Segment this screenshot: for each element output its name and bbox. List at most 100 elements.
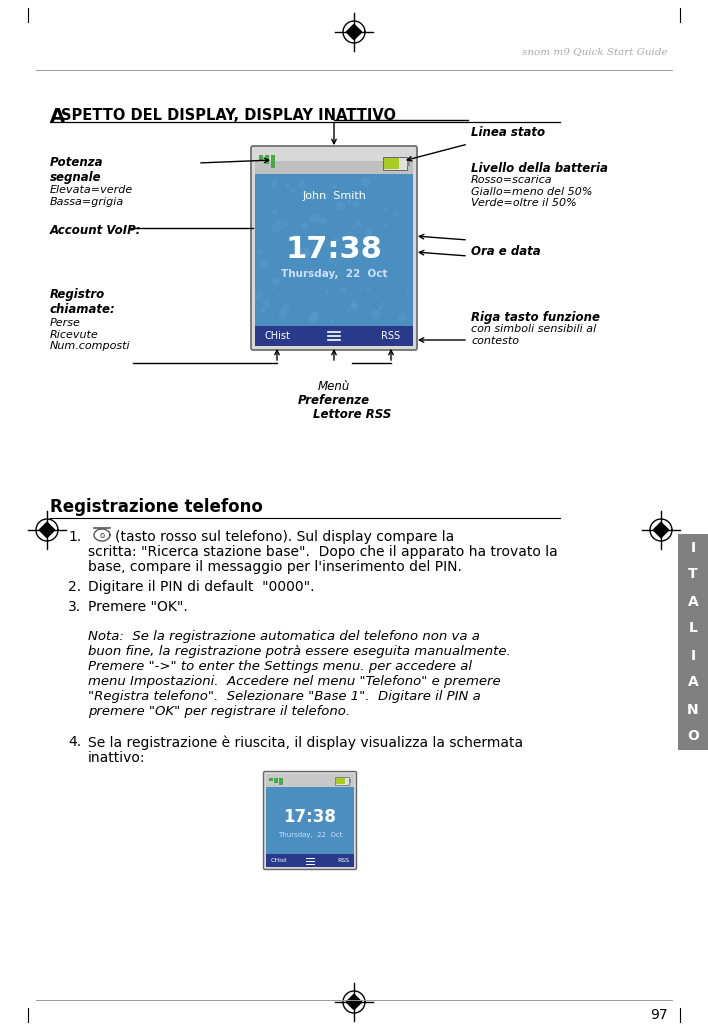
Circle shape — [334, 263, 338, 266]
Text: (tasto rosso sul telefono). Sul display compare la: (tasto rosso sul telefono). Sul display … — [115, 530, 455, 544]
Text: N: N — [687, 703, 699, 716]
Bar — [678, 561, 708, 588]
FancyBboxPatch shape — [263, 772, 357, 870]
Text: Registro
chiamate:: Registro chiamate: — [50, 288, 115, 316]
Circle shape — [347, 199, 351, 203]
Text: Se la registrazione è riuscita, il display visualizza la schermata: Se la registrazione è riuscita, il displ… — [88, 735, 523, 749]
Circle shape — [315, 312, 319, 316]
Text: scritta: "Ricerca stazione base".  Dopo che il apparato ha trovato la: scritta: "Ricerca stazione base". Dopo c… — [88, 545, 558, 559]
Text: premere "OK" per registrare il telefono.: premere "OK" per registrare il telefono. — [88, 705, 350, 718]
Text: Preferenze: Preferenze — [298, 394, 370, 407]
Circle shape — [351, 225, 355, 228]
Text: Lettore RSS: Lettore RSS — [313, 408, 392, 421]
Polygon shape — [40, 522, 55, 538]
Circle shape — [300, 189, 308, 197]
Circle shape — [301, 248, 311, 257]
Circle shape — [350, 300, 358, 309]
Circle shape — [406, 288, 410, 292]
Text: Premere "->" to enter the Settings menu. per accedere al: Premere "->" to enter the Settings menu.… — [88, 660, 472, 673]
Circle shape — [347, 310, 350, 314]
Bar — [266, 854, 354, 867]
Bar — [279, 778, 283, 785]
Polygon shape — [346, 994, 362, 1009]
Bar — [407, 161, 410, 166]
Text: 17:38: 17:38 — [284, 808, 336, 826]
Bar — [266, 787, 354, 867]
Text: Nota:  Se la registrazione automatica del telefono non va a: Nota: Se la registrazione automatica del… — [88, 630, 480, 643]
Circle shape — [367, 288, 370, 292]
Bar — [678, 696, 708, 723]
Text: I: I — [690, 541, 695, 554]
Circle shape — [283, 304, 290, 311]
Text: snom m9 Quick Start Guide: snom m9 Quick Start Guide — [523, 47, 668, 56]
Circle shape — [313, 214, 321, 223]
Text: John  Smith: John Smith — [302, 191, 366, 201]
Bar — [678, 642, 708, 669]
Circle shape — [272, 278, 280, 286]
Bar — [269, 778, 273, 781]
Circle shape — [353, 254, 356, 258]
Circle shape — [381, 301, 384, 304]
Bar — [255, 174, 413, 346]
Circle shape — [290, 188, 295, 193]
Circle shape — [348, 202, 352, 205]
Circle shape — [261, 308, 266, 313]
Text: Premere "OK".: Premere "OK". — [88, 600, 188, 614]
Circle shape — [263, 300, 270, 308]
Circle shape — [285, 183, 290, 188]
Text: T: T — [688, 568, 698, 581]
Text: Potenza
segnale: Potenza segnale — [50, 156, 103, 184]
Text: "Registra telefono".  Selezionare "Base 1".  Digitare il PIN a: "Registra telefono". Selezionare "Base 1… — [88, 690, 481, 703]
Circle shape — [308, 191, 317, 200]
FancyBboxPatch shape — [251, 146, 417, 350]
Text: I: I — [690, 648, 695, 663]
Circle shape — [336, 239, 339, 243]
Circle shape — [294, 248, 299, 253]
Text: L: L — [689, 621, 697, 636]
Circle shape — [330, 319, 335, 323]
Text: Menù: Menù — [318, 380, 350, 393]
Circle shape — [333, 236, 338, 241]
Circle shape — [352, 200, 360, 208]
Polygon shape — [653, 522, 668, 538]
Circle shape — [309, 314, 318, 324]
Circle shape — [355, 221, 362, 227]
Circle shape — [358, 286, 362, 291]
Bar — [265, 155, 269, 164]
Text: A: A — [687, 676, 698, 689]
Circle shape — [332, 184, 337, 189]
Circle shape — [378, 305, 383, 311]
Circle shape — [272, 208, 278, 215]
Circle shape — [383, 223, 387, 227]
Circle shape — [278, 309, 287, 317]
Bar — [336, 778, 345, 784]
Circle shape — [398, 314, 406, 322]
Text: Linea stato: Linea stato — [471, 126, 545, 139]
Text: Rosso=scarica
Giallo=meno del 50%
Verde=oltre il 50%: Rosso=scarica Giallo=meno del 50% Verde=… — [471, 175, 593, 208]
Circle shape — [255, 292, 263, 300]
Text: base, compare il messaggio per l'inserimento del PIN.: base, compare il messaggio per l'inserim… — [88, 560, 462, 574]
Text: RSS: RSS — [382, 331, 401, 341]
Circle shape — [278, 293, 281, 296]
Circle shape — [270, 180, 278, 187]
Bar — [383, 157, 407, 170]
Bar — [335, 777, 349, 785]
Text: Thursday,  22  Oct: Thursday, 22 Oct — [281, 269, 387, 279]
Bar — [349, 779, 351, 783]
Text: Digitare il PIN di default  "0000".: Digitare il PIN di default "0000". — [88, 580, 314, 594]
Text: Registrazione telefono: Registrazione telefono — [50, 498, 263, 516]
Circle shape — [261, 260, 268, 268]
Bar — [259, 155, 263, 160]
Circle shape — [325, 290, 329, 294]
Circle shape — [321, 193, 328, 200]
Bar — [271, 155, 275, 168]
Circle shape — [311, 312, 319, 320]
Circle shape — [340, 287, 346, 293]
Text: Account VoIP:: Account VoIP: — [50, 224, 142, 237]
Text: Riga tasto funzione: Riga tasto funzione — [471, 311, 600, 324]
Circle shape — [352, 303, 358, 310]
Text: Livello della batteria: Livello della batteria — [471, 162, 608, 175]
Bar — [255, 326, 413, 346]
Text: RSS: RSS — [337, 859, 349, 864]
Circle shape — [292, 234, 300, 243]
